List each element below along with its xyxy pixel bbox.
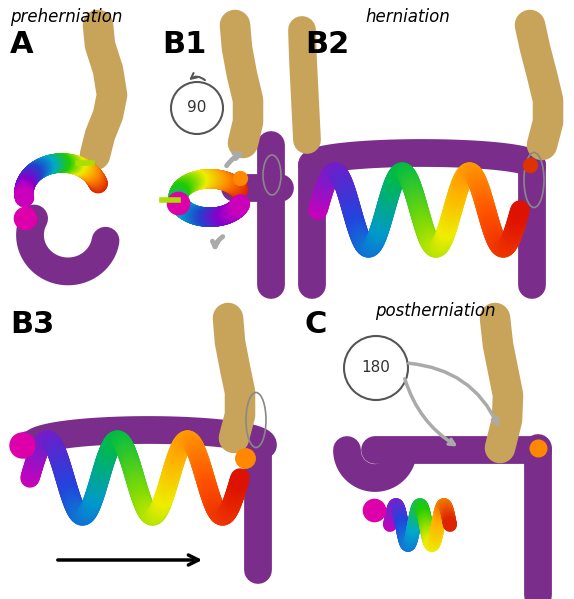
Text: postherniation: postherniation (375, 302, 495, 320)
Text: herniation: herniation (365, 8, 450, 26)
Text: B3: B3 (10, 310, 55, 339)
Text: A: A (10, 30, 34, 59)
Text: 180: 180 (362, 361, 390, 376)
Text: 90: 90 (187, 101, 207, 116)
Text: B1: B1 (162, 30, 207, 59)
Text: C: C (305, 310, 327, 339)
Text: preherniation: preherniation (10, 8, 122, 26)
Text: B2: B2 (305, 30, 349, 59)
